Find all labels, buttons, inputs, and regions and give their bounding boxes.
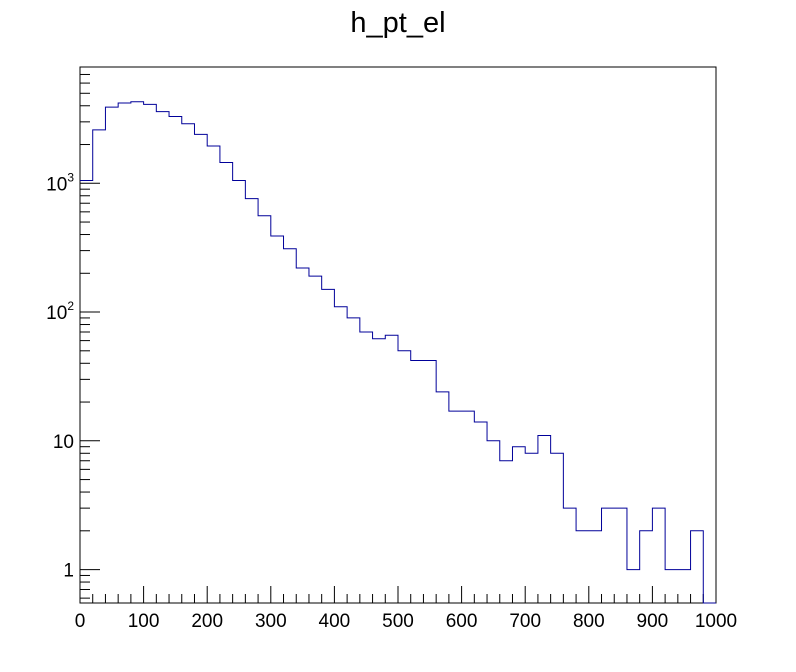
x-tick-label: 0 — [75, 611, 86, 632]
x-tick-label: 100 — [128, 611, 160, 632]
x-axis-tick-labels: 0 100 200 300 400 500 600 700 800 900 1000 — [75, 611, 737, 632]
x-tick-label: 500 — [382, 611, 414, 632]
y-axis-tick-labels: 1 10 102 103 — [46, 170, 74, 581]
x-tick-label: 200 — [191, 611, 223, 632]
axis-ticks — [79, 66, 717, 603]
y-tick-label: 1 — [63, 561, 74, 582]
y-tick-label: 102 — [46, 299, 74, 324]
x-tick-label: 400 — [319, 611, 351, 632]
histogram-series-line — [80, 101, 716, 604]
x-tick-label: 600 — [446, 611, 478, 632]
chart-title: h_pt_el — [350, 7, 445, 39]
x-tick-label: 1000 — [695, 611, 737, 632]
x-tick-label: 800 — [573, 611, 605, 632]
y-tick-label: 10 — [53, 432, 74, 453]
y-tick-label: 103 — [46, 170, 74, 195]
x-tick-label: 300 — [255, 611, 287, 632]
x-tick-label: 900 — [637, 611, 669, 632]
x-tick-label: 700 — [509, 611, 541, 632]
